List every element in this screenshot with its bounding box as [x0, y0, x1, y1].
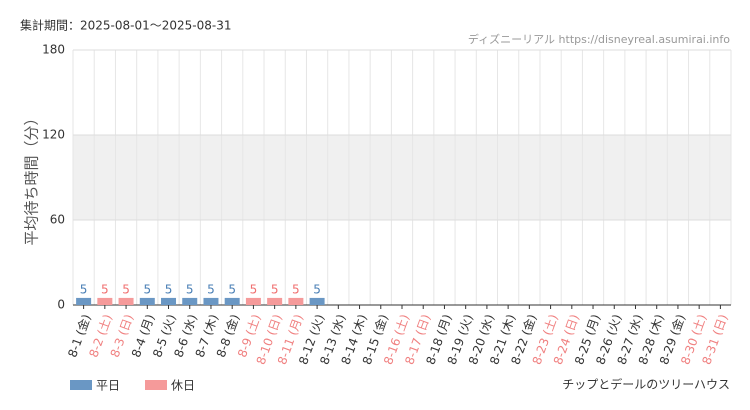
value-label: 5: [165, 282, 173, 296]
value-label: 5: [292, 282, 300, 296]
value-label: 5: [101, 282, 109, 296]
value-label: 5: [228, 282, 236, 296]
bar: [203, 297, 219, 305]
bar: [118, 297, 134, 305]
bar: [267, 297, 283, 305]
grid-band: [73, 135, 731, 220]
bar: [76, 297, 92, 305]
y-axis-label: 平均待ち時間（分）: [23, 110, 41, 245]
attraction-name: チップとデールのツリーハウス: [562, 377, 730, 392]
value-label: 5: [250, 282, 258, 296]
bar: [309, 297, 325, 305]
legend-label: 平日: [96, 379, 120, 393]
bar: [161, 297, 177, 305]
value-label: 5: [122, 282, 130, 296]
y-tick-label: 0: [57, 298, 65, 312]
y-tick-label: 120: [42, 128, 65, 142]
chart-title: 集計期間：2025-08-01〜2025-08-31: [20, 18, 231, 33]
bar: [288, 297, 304, 305]
value-label: 5: [207, 282, 215, 296]
bar: [182, 297, 198, 305]
y-tick-label: 180: [42, 43, 65, 57]
source: ディズニーリアル https://disneyreal.asumirai.inf…: [468, 32, 730, 46]
value-label: 5: [80, 282, 88, 296]
value-label: 5: [186, 282, 194, 296]
value-label: 5: [313, 282, 321, 296]
legend-swatch: [145, 380, 167, 390]
y-tick-label: 60: [50, 213, 65, 227]
bar: [245, 297, 261, 305]
bar: [97, 297, 113, 305]
legend-swatch: [70, 380, 92, 390]
value-label: 5: [143, 282, 151, 296]
value-label: 5: [271, 282, 279, 296]
legend-label: 休日: [171, 379, 195, 393]
bar: [139, 297, 155, 305]
bar: [224, 297, 240, 305]
